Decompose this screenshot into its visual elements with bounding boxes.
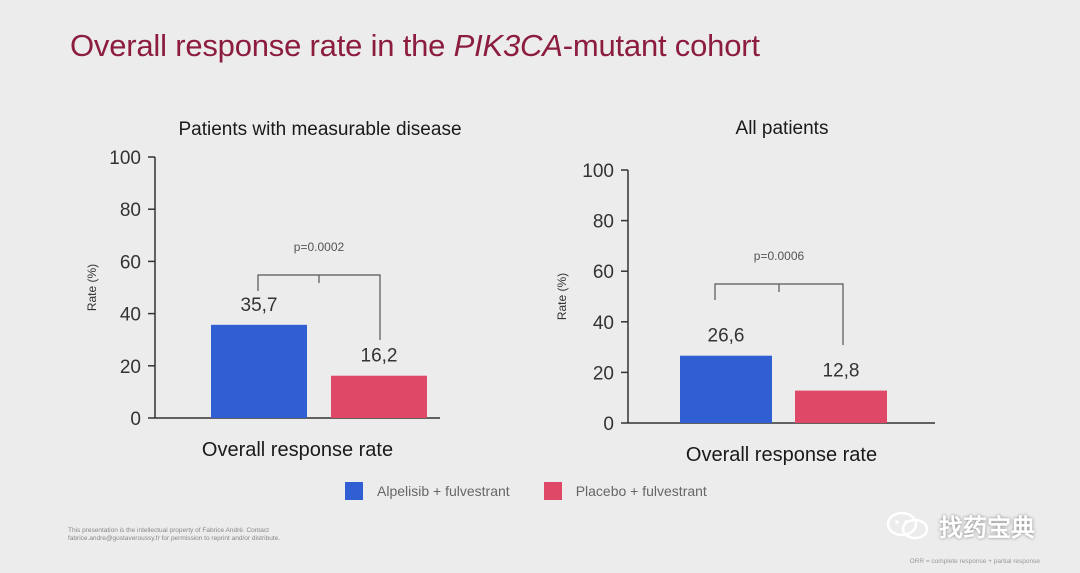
chart2-ytick-label-0: 0	[603, 414, 614, 435]
chart1-ytick-label-20: 20	[120, 357, 141, 378]
chart1-ytick-label-80: 80	[120, 200, 141, 221]
title-part2: -mutant cohort	[562, 28, 760, 63]
chart2-ytick-label-60: 60	[593, 262, 614, 283]
legend-label-placebo: Placebo + fulvestrant	[575, 483, 707, 499]
chart2-bar-placebo	[795, 390, 887, 423]
chart2-ytick-label-20: 20	[593, 363, 614, 384]
watermark-text: 找药宝典	[939, 515, 1035, 542]
chart1-ytick-label-100: 100	[109, 148, 141, 169]
footnote-right: ORR = complete response + partial respon…	[909, 558, 1040, 565]
chart2-ylabel: Rate (%)	[555, 273, 569, 320]
legend-item-placebo: Placebo + fulvestrant	[543, 482, 707, 500]
chart2-bar-alpelisib	[680, 355, 772, 423]
watermark: 找药宝典	[885, 508, 1035, 543]
chart1-bar-label-alpelisib: 35,7	[241, 295, 278, 316]
legend-swatch-alpelisib	[345, 482, 363, 500]
legend-item-alpelisib: Alpelisib + fulvestrant	[345, 482, 510, 500]
chart1-pvalue: p=0.0002	[294, 240, 345, 254]
footnote-left: This presentation is the intellectual pr…	[68, 527, 281, 542]
chart1-ytick-label-0: 0	[130, 409, 141, 430]
chart2-bar-label-placebo: 12,8	[823, 361, 860, 382]
slide-title: Overall response rate in the PIK3CA-muta…	[70, 28, 760, 64]
chart2-bar-label-alpelisib: 26,6	[708, 326, 745, 347]
title-part1: Overall response rate in the	[70, 28, 454, 63]
chart2-ytick-label-80: 80	[593, 212, 614, 233]
chart1-xlabel: Overall response rate	[202, 439, 393, 461]
chart1-bar-label-placebo: 16,2	[361, 346, 398, 367]
chart1-ytick-label-40: 40	[120, 305, 141, 326]
chart1-ytick-label-60: 60	[120, 252, 141, 273]
chart1-title: Patients with measurable disease	[178, 119, 461, 140]
wechat-icon	[885, 511, 931, 541]
chart2-title: All patients	[736, 118, 829, 139]
legend-swatch-placebo	[543, 482, 562, 500]
legend-label-alpelisib: Alpelisib + fulvestrant	[377, 483, 510, 499]
title-italic: PIK3CA	[453, 28, 563, 63]
chart2-pvalue: p=0.0006	[754, 249, 805, 263]
legend: Alpelisib + fulvestrant Placebo + fulves…	[345, 482, 741, 500]
chart1-bar-placebo	[331, 375, 427, 418]
chart2-xlabel: Overall response rate	[686, 444, 877, 466]
chart2-ytick-label-40: 40	[593, 313, 614, 334]
chart2-ytick-label-100: 100	[582, 161, 614, 182]
chart1-ylabel: Rate (%)	[85, 264, 99, 311]
chart1-bar-alpelisib	[211, 324, 307, 418]
